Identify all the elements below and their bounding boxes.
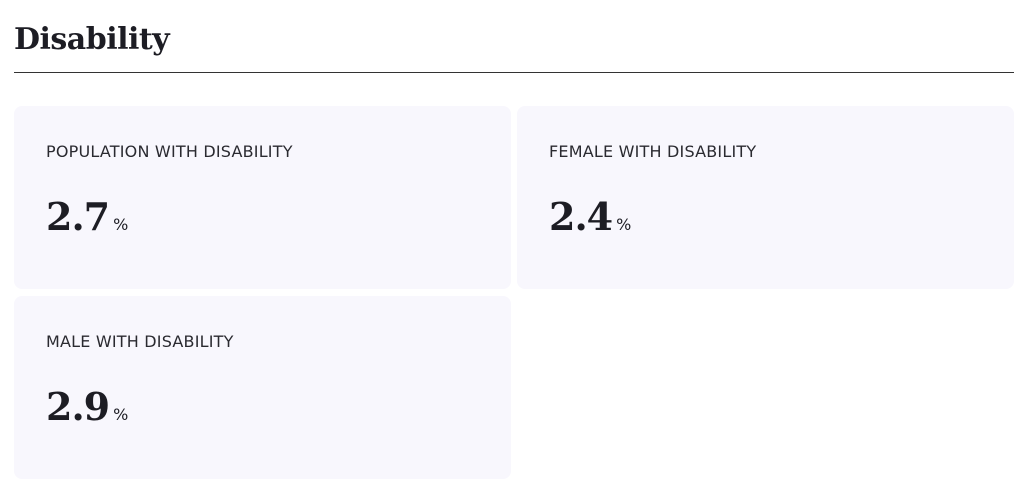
stat-card: MALE WITH DISABILITY 2.9% <box>14 296 511 479</box>
stat-value: 2.9% <box>46 384 128 429</box>
stat-label: MALE WITH DISABILITY <box>46 332 234 351</box>
stat-unit: % <box>616 215 632 234</box>
stat-value: 2.4% <box>549 194 631 239</box>
stat-value: 2.7% <box>46 194 128 239</box>
stat-unit: % <box>113 215 129 234</box>
stat-card: FEMALE WITH DISABILITY 2.4% <box>517 106 1014 289</box>
divider <box>14 72 1014 73</box>
stat-number: 2.9 <box>46 384 110 429</box>
stat-unit: % <box>113 405 129 424</box>
section-title: Disability <box>14 22 170 57</box>
stat-number: 2.7 <box>46 194 110 239</box>
stat-label: FEMALE WITH DISABILITY <box>549 142 757 161</box>
stat-card: POPULATION WITH DISABILITY 2.7% <box>14 106 511 289</box>
stat-number: 2.4 <box>549 194 613 239</box>
stat-label: POPULATION WITH DISABILITY <box>46 142 293 161</box>
